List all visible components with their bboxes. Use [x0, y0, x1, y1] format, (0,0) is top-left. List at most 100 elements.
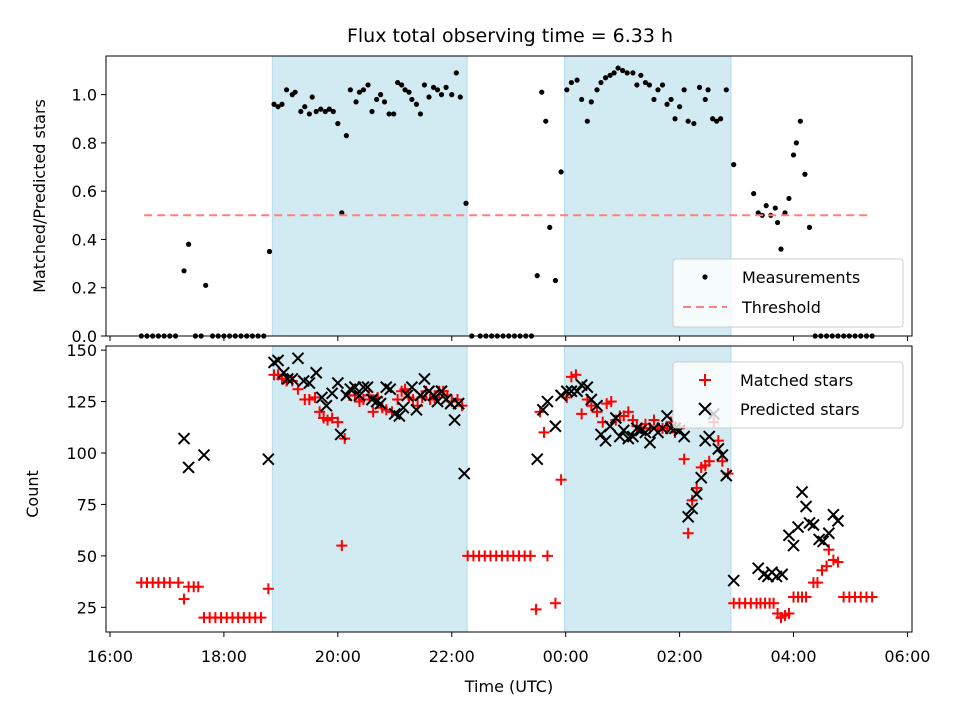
predicted-stars-point [448, 413, 461, 427]
measurement-point [391, 111, 397, 117]
predicted-stars-point [262, 452, 275, 466]
y-tick-label: 0.8 [72, 134, 97, 153]
x-tick-label: 06:00 [884, 647, 930, 666]
predicted-stars-point [177, 432, 191, 445]
matched-stars-point [691, 482, 703, 494]
measurement-point [790, 152, 797, 158]
matched-stars-point [367, 406, 379, 418]
y-tick-label: 0.6 [72, 182, 97, 201]
predicted-stars-point [458, 467, 471, 480]
y-tick-label: 125 [66, 393, 97, 412]
measurement-point [369, 108, 375, 115]
matched-stars-point [255, 612, 267, 624]
measurement-point [594, 87, 600, 93]
matched-stars-point [570, 369, 582, 381]
measurement-point [181, 268, 187, 274]
matched-stars-point [530, 603, 542, 615]
shaded-regions [271, 55, 732, 337]
measurement-point [279, 101, 285, 107]
measurement-point [185, 241, 192, 247]
measurement-point [634, 82, 640, 88]
legend-label-threshold: Threshold [741, 298, 821, 317]
measurement-point [624, 70, 630, 76]
predicted-stars-point [384, 383, 397, 396]
matched-stars-point [314, 406, 326, 418]
y-axis: 0.0 0.2 0.4 0.6 0.8 1.0 [72, 86, 106, 346]
predicted-stars-point [727, 574, 740, 587]
x-tick-label: 04:00 [770, 647, 816, 666]
measurement-point [409, 96, 415, 103]
measurement-point [772, 205, 778, 211]
matched-stars-point [332, 416, 344, 428]
x-tick-label: 16:00 [87, 647, 133, 666]
measurement-point [659, 82, 666, 88]
measurement-point [552, 277, 559, 284]
matched-stars-point [783, 607, 795, 619]
y-tick-label: 25 [77, 598, 97, 617]
predicted-stars-point [822, 527, 836, 540]
y-tick-label: 75 [77, 495, 97, 514]
matched-stars-point [703, 455, 715, 467]
predicted-stars-point [374, 397, 387, 410]
measurement-point [426, 94, 432, 100]
measurement-point [326, 106, 332, 112]
measurement-point [755, 210, 761, 216]
measurement-point [547, 224, 553, 230]
measurement-point [574, 77, 580, 83]
measurement-point [430, 84, 437, 90]
measurement-point [655, 87, 661, 93]
predicted-stars-point [541, 395, 554, 408]
predicted-stars-point [291, 352, 305, 365]
measurement-point [306, 111, 312, 117]
measurement-point [377, 92, 384, 98]
predicted-stars-point [560, 385, 574, 398]
predicted-stars-point [410, 403, 423, 416]
predicted-stars-point [831, 514, 845, 528]
measurement-point [579, 96, 585, 103]
measurement-point [318, 106, 324, 112]
observing-interval-shade [271, 55, 468, 337]
measurement-point [271, 101, 277, 107]
measurement-point [668, 96, 674, 103]
count-legend-box [672, 361, 904, 429]
legend-label-measurements: Measurements [742, 268, 860, 287]
measurement-point [797, 118, 803, 124]
measurement-point [413, 101, 420, 107]
predicted-stars-point [720, 469, 733, 482]
x-tick-label: 02:00 [657, 647, 703, 666]
measurement-point [568, 79, 574, 86]
matched-stars-point [622, 406, 634, 418]
predicted-stars-point [315, 391, 329, 404]
measurement-point [356, 89, 363, 95]
measurement-point [718, 116, 724, 122]
matched-stars-point [800, 591, 812, 603]
measurement-point [778, 246, 784, 252]
matched-stars-point [682, 527, 694, 539]
count-marks [135, 352, 878, 624]
measurement-point [681, 87, 687, 93]
predicted-stars-point [660, 409, 674, 423]
predicted-stars-point [414, 389, 427, 402]
predicted-stars-point [803, 516, 816, 530]
predicted-stars-point [703, 430, 716, 443]
measurement-point [751, 190, 757, 197]
matched-stars-point [178, 593, 190, 605]
matched-stars-point [192, 581, 204, 593]
predicted-stars-point [536, 403, 550, 416]
measurement-point [417, 111, 424, 117]
matched-stars-point [716, 455, 728, 467]
matched-stars-point [768, 597, 780, 609]
predicted-stars-point [677, 430, 691, 443]
measurement-point [731, 162, 737, 168]
measurement-point [672, 116, 678, 122]
measurement-point [313, 108, 319, 115]
measurement-point [373, 96, 380, 103]
predicted-stars-point [581, 380, 594, 394]
measurement-point [283, 87, 290, 93]
ratio-axis-label: Matched/Predicted stars [30, 99, 49, 293]
predicted-stars-point [303, 376, 316, 390]
predicted-stars-point [599, 434, 612, 447]
measurement-point [302, 104, 308, 110]
y-tick-label: 150 [66, 341, 97, 360]
